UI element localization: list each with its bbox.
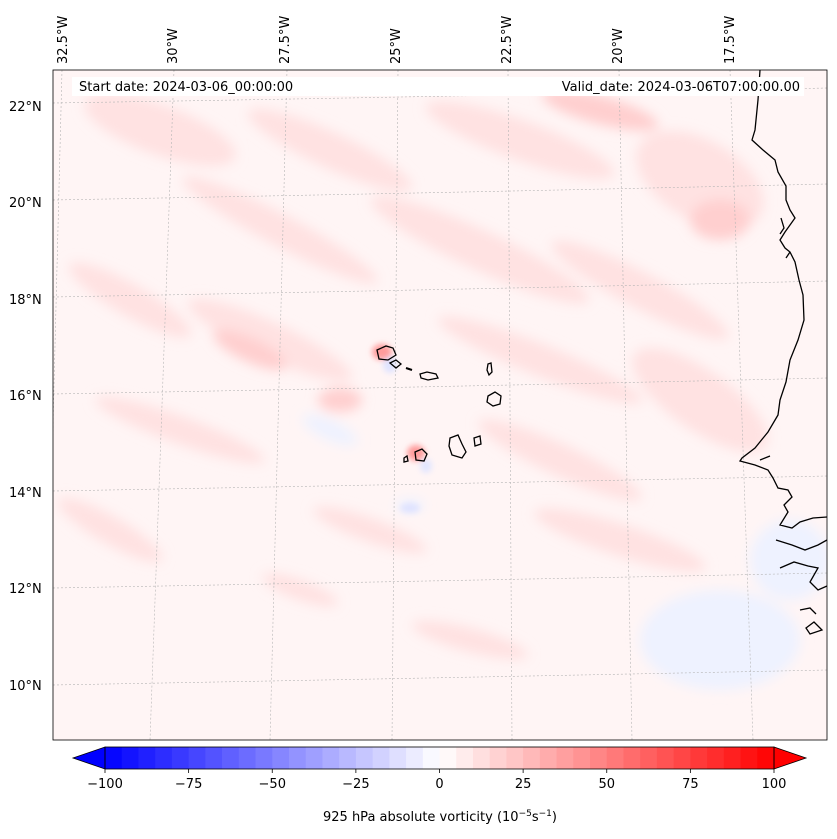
colorbar-cell <box>188 747 206 769</box>
colorbar-cell <box>757 747 775 769</box>
africa-coastline <box>738 70 827 529</box>
island-sao-nicolau <box>419 371 439 381</box>
colorbar-tick-label: 0 <box>435 777 443 792</box>
colorbar-cell <box>389 747 407 769</box>
colorbar-cell <box>355 747 374 769</box>
colorbar-cell <box>406 747 424 769</box>
colorbar-cell <box>171 747 190 769</box>
colorbar-tick-label: −25 <box>342 777 369 792</box>
colorbar-cell <box>288 747 307 769</box>
coast-inlet <box>759 217 791 461</box>
colorbar-cell <box>489 747 507 769</box>
colorbar-extend-min <box>71 746 106 770</box>
colorbar-tick-label: 75 <box>682 777 699 792</box>
colorbar-ticks: −100 −75 −50 −25 0 25 50 75 100 <box>87 769 786 792</box>
colorbar-cell <box>322 747 340 769</box>
colorbar-tick-label: −50 <box>259 777 286 792</box>
colorbar-cell <box>707 747 725 769</box>
colorbar-cells <box>105 747 775 769</box>
senegal-guinea-coast <box>775 539 827 551</box>
longitude-labels: 32.5°W 30°W 27.5°W 25°W 22.5°W 20°W 17.5… <box>56 16 738 64</box>
colorbar-cell <box>255 747 273 769</box>
colorbar-cell <box>673 747 691 769</box>
colorbar-cell <box>472 747 491 769</box>
island-maio <box>473 435 482 447</box>
lon-label-25w: 25°W <box>389 28 404 64</box>
latitude-labels: 22°N 20°N 18°N 16°N 14°N 12°N 10°N <box>9 100 42 694</box>
lat-label-18n: 18°N <box>9 293 42 308</box>
lon-label-22-5w: 22.5°W <box>500 16 515 64</box>
colorbar-cell <box>238 747 256 769</box>
colorbar-tick-label: 50 <box>598 777 615 792</box>
colorbar-cell <box>656 747 675 769</box>
lon-label-17-5w: 17.5°W <box>723 16 738 64</box>
colorbar-cell <box>439 747 457 769</box>
header-boxes <box>72 77 804 96</box>
colorbar-tick-label: −100 <box>87 777 123 792</box>
colorbar-cell <box>456 747 474 769</box>
colorbar-cell <box>556 747 574 769</box>
colorbar-cell <box>723 747 741 769</box>
island-santa-luzia <box>405 367 413 371</box>
colorbar-cell <box>138 747 156 769</box>
island-sal <box>486 362 493 377</box>
colorbar-cell <box>640 747 658 769</box>
colorbar-cell <box>539 747 557 769</box>
colorbar-cell <box>105 747 123 769</box>
colorbar-tick-label: −75 <box>175 777 202 792</box>
colorbar-extend-max <box>773 746 808 770</box>
lat-label-16n: 16°N <box>9 389 42 404</box>
colorbar-cell <box>506 747 524 769</box>
island-santo-antao <box>376 345 397 361</box>
lat-label-22n: 22°N <box>9 100 42 115</box>
coastlines <box>376 70 827 635</box>
colorbar-cell <box>523 747 541 769</box>
colorbar-cell <box>623 747 641 769</box>
island-sao-vicente <box>388 359 403 369</box>
map-panel: Start date: 2024-03-06_00:00:00 Valid_da… <box>53 70 827 740</box>
colorbar-cell <box>740 747 758 769</box>
colorbar-label: 925 hPa absolute vorticity (10−5s−1) <box>323 809 557 825</box>
island-brava <box>403 454 409 463</box>
island-fogo <box>414 448 428 462</box>
colorbar-tick-label: 100 <box>762 777 787 792</box>
colorbar-cell <box>121 747 139 769</box>
colorbar-cell <box>573 747 591 769</box>
lat-label-20n: 20°N <box>9 196 42 211</box>
colorbar-cell <box>222 747 240 769</box>
lat-label-10n: 10°N <box>9 679 42 694</box>
colorbar-cell <box>422 747 440 769</box>
start-date-label: Start date: 2024-03-06_00:00:00 <box>79 80 293 95</box>
vorticity-field <box>57 89 827 690</box>
guinea-bissau-islands <box>779 561 827 635</box>
island-santiago <box>448 434 467 459</box>
colorbar-cell <box>205 747 223 769</box>
colorbar-cell <box>690 747 708 769</box>
island-boa-vista <box>486 391 502 407</box>
colorbar-cell <box>372 747 390 769</box>
map-frame <box>52 69 828 741</box>
lon-label-32-5w: 32.5°W <box>56 16 71 64</box>
colorbar-cell <box>155 747 173 769</box>
colorbar-cell <box>305 747 323 769</box>
lat-label-14n: 14°N <box>9 486 42 501</box>
colorbar-cell <box>339 747 357 769</box>
lon-label-20w: 20°W <box>611 28 626 64</box>
colorbar-cell <box>606 747 624 769</box>
colorbar-cell <box>590 747 608 769</box>
colorbar-tick-label: 25 <box>515 777 532 792</box>
lat-label-12n: 12°N <box>9 582 42 597</box>
colorbar-cell <box>272 747 290 769</box>
colorbar: −100 −75 −50 −25 0 25 50 75 100 925 hPa absolute… <box>71 746 808 825</box>
valid-date-label: Valid_date: 2024-03-06T07:00:00.00 <box>562 80 800 95</box>
lon-label-30w: 30°W <box>166 28 181 64</box>
lon-label-27-5w: 27.5°W <box>278 16 293 64</box>
